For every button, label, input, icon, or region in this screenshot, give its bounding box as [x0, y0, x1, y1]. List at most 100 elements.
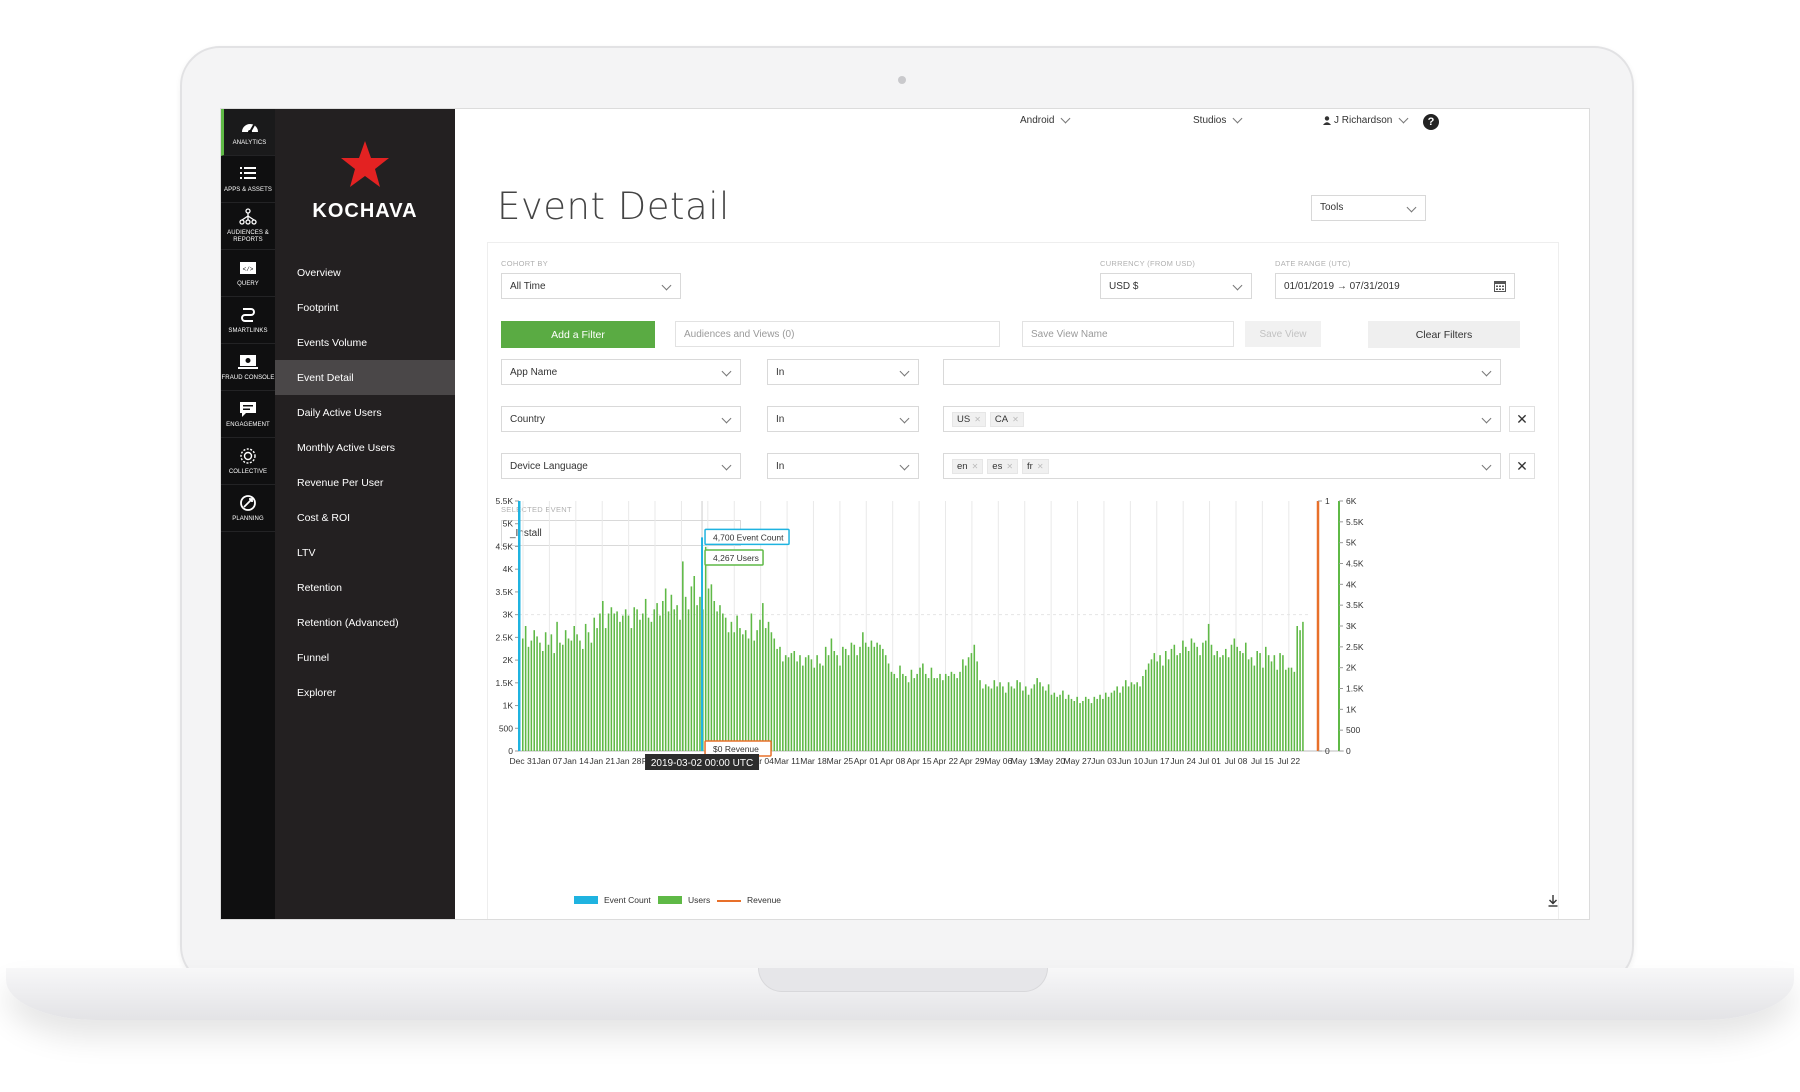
code-icon: </> [240, 261, 256, 274]
filter-tag[interactable]: en ✕ [952, 459, 984, 474]
nav-item-footprint[interactable]: Footprint [297, 301, 339, 314]
kochava-logo[interactable]: KOCHAVA [275, 139, 455, 223]
users-bar [1262, 667, 1264, 751]
users-bar [756, 630, 758, 751]
filter-tag[interactable]: fr ✕ [1022, 459, 1049, 474]
help-button[interactable]: ? [1423, 114, 1439, 130]
filter-values-select[interactable] [943, 359, 1501, 385]
users-bar [1019, 682, 1021, 751]
filter-tag[interactable]: CA ✕ [989, 412, 1024, 427]
users-bar [602, 601, 604, 751]
camera-dot [898, 76, 906, 84]
users-bar [902, 673, 904, 751]
currency-label: CURRENCY (FROM USD) [1100, 259, 1196, 268]
y-tick-label-right: 4K [1346, 579, 1357, 589]
legend-revenue[interactable]: Revenue [717, 895, 781, 905]
users-bar [853, 644, 856, 751]
users-bar [1107, 696, 1110, 751]
filter-tag[interactable]: US ✕ [952, 412, 986, 427]
cohort-select[interactable]: All Time [501, 273, 681, 299]
rail-item-apps-assets[interactable]: APPS & ASSETS [221, 156, 275, 203]
nav-item-overview[interactable]: Overview [297, 266, 341, 279]
legend-event-count[interactable]: Event Count [574, 895, 651, 905]
filter-field-select[interactable]: Device Language [501, 453, 741, 479]
users-bar [927, 678, 930, 751]
nav-item-daily-active-users[interactable]: Daily Active Users [297, 406, 382, 419]
users-bar [964, 665, 967, 751]
analytics-nav-panel: KOCHAVA Overview Footprint Events Volume Ev… [275, 109, 455, 919]
users-bar [984, 684, 987, 751]
users-bar [813, 667, 816, 751]
filter-operator-select[interactable]: In [767, 453, 919, 479]
speedometer-icon [241, 123, 258, 134]
smartlink-icon [241, 307, 255, 322]
users-bar [1284, 669, 1287, 751]
filter-operator-value: In [776, 461, 785, 472]
users-bar [659, 615, 661, 751]
clear-filters-button[interactable]: Clear Filters [1368, 321, 1520, 348]
y-tick-label-right: 3K [1346, 621, 1357, 631]
rail-item-smartlinks[interactable]: SMARTLINKS [221, 297, 275, 344]
rail-item-planning[interactable]: PLANNING [221, 485, 275, 532]
user-menu[interactable]: J Richardson [1323, 113, 1409, 126]
remove-filter-button[interactable]: ✕ [1509, 453, 1535, 479]
platform-dropdown[interactable]: Android [1020, 113, 1071, 126]
add-filter-button[interactable]: Add a Filter [501, 321, 655, 348]
audiences-views-input[interactable]: Audiences and Views (0) [675, 321, 1000, 347]
rail-item-query[interactable]: </> QUERY [221, 250, 275, 297]
nav-item-explorer[interactable]: Explorer [297, 686, 337, 699]
users-bar [684, 596, 687, 751]
save-view-button[interactable]: Save View [1245, 321, 1321, 347]
rail-item-collective[interactable]: COLLECTIVE [221, 438, 275, 485]
save-view-name-input[interactable]: Save View Name [1022, 321, 1234, 347]
studios-dropdown[interactable]: Studios [1193, 113, 1243, 126]
remove-tag-icon[interactable]: ✕ [971, 462, 979, 471]
legend-users[interactable]: Users [658, 895, 710, 905]
nav-item-revenue-per-user[interactable]: Revenue Per User [297, 476, 384, 489]
filter-field-value: App Name [510, 367, 558, 378]
rail-item-fraud-console[interactable]: FRAUD CONSOLE [221, 344, 275, 391]
users-bar [1022, 690, 1024, 751]
date-range-input[interactable]: 01/01/2019 → 07/31/2019 [1275, 273, 1515, 299]
y-tick-label-left: 0 [508, 746, 513, 756]
remove-tag-icon[interactable]: ✕ [974, 415, 981, 424]
remove-tag-icon[interactable]: ✕ [1036, 462, 1044, 471]
filter-operator-select[interactable]: In [767, 406, 919, 432]
filter-field-select[interactable]: App Name [501, 359, 741, 385]
users-bar [1164, 651, 1167, 751]
download-icon[interactable] [1548, 895, 1558, 907]
remove-tag-icon[interactable]: ✕ [1006, 462, 1014, 471]
filter-field-select[interactable]: Country [501, 406, 741, 432]
filter-values-select[interactable]: en ✕ es ✕ fr ✕ [943, 453, 1501, 479]
filter-values-select[interactable]: US ✕ CA ✕ [943, 406, 1501, 432]
nav-item-retention-advanced[interactable]: Retention (Advanced) [297, 616, 399, 629]
x-tick-label: Dec 31 [510, 756, 537, 766]
remove-tag-icon[interactable]: ✕ [1012, 415, 1019, 424]
filter-tag[interactable]: es ✕ [987, 459, 1019, 474]
calendar-icon[interactable] [1494, 280, 1506, 292]
selected-event-select[interactable]: _Install [501, 520, 741, 546]
nav-item-ltv[interactable]: LTV [297, 546, 316, 559]
nav-item-events-volume[interactable]: Events Volume [297, 336, 368, 349]
nav-item-retention[interactable]: Retention [297, 581, 342, 594]
tools-dropdown[interactable]: Tools [1311, 195, 1426, 221]
nav-item-event-detail[interactable]: Event Detail [275, 360, 455, 395]
users-bar [962, 659, 964, 751]
users-bar [1090, 703, 1093, 751]
rail-item-analytics[interactable]: ANALYTICS [221, 109, 275, 156]
users-bar [524, 626, 527, 751]
nav-item-funnel[interactable]: Funnel [297, 651, 330, 664]
rail-item-engagement[interactable]: ENGAGEMENT [221, 391, 275, 438]
nav-item-monthly-active-users[interactable]: Monthly Active Users [297, 441, 396, 454]
currency-select[interactable]: USD $ [1100, 273, 1252, 299]
users-bar [830, 638, 833, 751]
remove-filter-button[interactable]: ✕ [1509, 406, 1535, 432]
nav-item-cost-roi[interactable]: Cost & ROI [297, 511, 351, 524]
users-bar [973, 644, 976, 751]
users-bar [753, 640, 756, 751]
y-tick-label-left: 4.5K [496, 541, 514, 551]
filter-operator-value: In [776, 414, 785, 425]
users-bar [1279, 653, 1281, 751]
rail-item-audiences-reports[interactable]: AUDIENCES & REPORTS [221, 203, 275, 250]
filter-operator-select[interactable]: In [767, 359, 919, 385]
